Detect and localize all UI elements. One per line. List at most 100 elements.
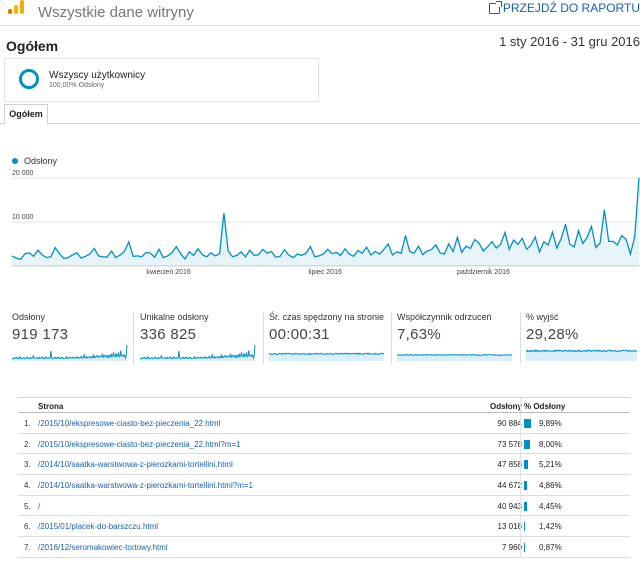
row-index: 4. — [24, 481, 31, 491]
series-dot-icon — [12, 158, 18, 164]
row-pct: 0,87% — [539, 543, 562, 553]
row-pageviews: 7 960 — [501, 543, 522, 553]
column-divider — [520, 495, 521, 516]
metric-divider — [391, 312, 392, 364]
metric-pageviews: Odsłony 919 173 — [12, 312, 130, 362]
metric-value: 336 825 — [140, 326, 197, 343]
row-pageviews: 47 858 — [497, 460, 522, 470]
sparkline-bounce-rate — [397, 353, 513, 361]
sparkline-area — [397, 354, 512, 361]
metric-value: 29,28% — [526, 326, 579, 343]
row-page-link[interactable]: /2015/01/placek-do-barszczu.html — [38, 522, 159, 532]
metric-divider — [133, 312, 134, 364]
row-page-link[interactable]: /2015/10/ekspresowe-ciasto-bez-pieczenia… — [38, 419, 221, 428]
tab-bar: Ogółem — [0, 102, 640, 125]
metric-exit-rate: % wyjść 29,28% — [526, 312, 638, 362]
row-pct: 1,42% — [539, 522, 562, 532]
section-title: Ogółem — [6, 38, 59, 54]
row-pct-bar — [524, 419, 531, 428]
date-range-picker[interactable]: 1 sty 2016 - 31 gru 2016 — [499, 34, 640, 49]
row-page-link[interactable]: /2014/10/saatka-warstwowa-z-pierozkami-t… — [38, 460, 233, 470]
analytics-logo-icon — [8, 0, 28, 14]
row-page-link[interactable]: /2016/12/seromakowiec-tortowy.html — [38, 543, 168, 553]
sparkline-line — [526, 349, 638, 353]
segment-name: Wszyscy użytkownicy — [49, 70, 146, 81]
table-row: 5. / 40 943 4,45% — [18, 495, 630, 517]
table-row: 7. /2016/12/seromakowiec-tortowy.html 7 96… — [18, 537, 630, 558]
y-tick-label: 20 000 — [12, 170, 34, 177]
row-pageviews: 40 943 — [497, 501, 522, 511]
table-row: 3. /2014/10/saatka-warstwowa-z-pierozkami… — [18, 454, 630, 476]
x-tick-label: październik 2016 — [457, 269, 510, 276]
segment-ring-icon — [19, 69, 39, 89]
chart-legend: Odsłony — [12, 156, 57, 166]
table-header: Strona Odsłony % Odsłony — [18, 397, 630, 413]
metric-label: Śr. czas spędzony na stronie — [269, 312, 385, 322]
sparkline-pageviews — [12, 344, 128, 361]
x-tick-label: kwiecień 2016 — [146, 269, 190, 276]
row-pageviews: 73 578 — [497, 439, 522, 449]
sparkline-line — [269, 352, 385, 356]
sparkline-line — [140, 344, 256, 360]
row-pct: 8,00% — [539, 439, 562, 449]
header-pct[interactable]: % Odsłony — [524, 402, 566, 411]
y-tick-label: 10 000 — [12, 214, 34, 221]
metric-value: 00:00:31 — [269, 326, 330, 343]
row-pct-bar — [524, 439, 530, 449]
sparkline-area — [526, 350, 637, 361]
row-page-link[interactable]: /2015/10/ekspresowe-ciasto-bez-pieczenia… — [38, 439, 241, 449]
row-pct: 9,89% — [539, 419, 562, 428]
metric-bounce-rate: Współczynnik odrzuceń 7,63% — [397, 312, 515, 362]
top-pages-table: Strona Odsłony % Odsłony 1. /2015/10/eksp… — [18, 397, 630, 558]
metric-divider — [263, 312, 264, 364]
x-tick-label: lipiec 2016 — [308, 269, 342, 276]
row-page-link[interactable]: /2014/10/saatka-warstwowa-z-pierozkami-t… — [38, 481, 253, 491]
table-row: 2. /2015/10/ekspresowe-ciasto-bez-pieczen… — [18, 433, 630, 455]
table-row: 1. /2015/10/ekspresowe-ciasto-bez-pieczen… — [18, 413, 630, 434]
view-title: Wszystkie dane witryny — [38, 4, 194, 21]
sparkline-unique-pageviews — [140, 344, 256, 361]
header-views[interactable]: Odsłony — [489, 402, 522, 411]
row-page-link[interactable]: / — [38, 501, 41, 511]
metric-label: Odsłony — [12, 312, 46, 322]
metric-label: Unikalne odsłony — [140, 312, 209, 322]
series-area — [12, 178, 639, 266]
row-pageviews: 90 884 — [497, 419, 522, 428]
sparkline-exit-rate — [526, 349, 638, 361]
table-body: 1. /2015/10/ekspresowe-ciasto-bez-pieczen… — [18, 413, 630, 558]
row-pct-bar — [524, 481, 528, 491]
top-bar: Wszystkie dane witryny PRZEJDŹ DO RAPORT… — [0, 0, 640, 26]
row-pct: 5,21% — [539, 460, 562, 470]
metric-unique-pageviews: Unikalne odsłony 336 825 — [140, 312, 260, 362]
column-divider — [520, 433, 521, 454]
row-pageviews: 13 018 — [497, 522, 522, 532]
tab-overview[interactable]: Ogółem — [4, 104, 48, 125]
column-divider — [520, 537, 521, 557]
row-index: 3. — [24, 460, 31, 470]
segment-card[interactable]: Wszyscy użytkownicy 100,00% Odsłony — [4, 58, 319, 102]
metric-divider — [520, 312, 521, 364]
metric-avg-time: Śr. czas spędzony na stronie 00:00:31 — [269, 312, 387, 362]
segment-subtitle: 100,00% Odsłony — [49, 82, 105, 89]
row-pct: 4,45% — [539, 501, 562, 511]
header-page[interactable]: Strona — [38, 402, 64, 411]
column-divider — [520, 398, 521, 412]
table-row: 6. /2015/01/placek-do-barszczu.html 13 018… — [18, 516, 630, 538]
column-divider — [520, 516, 521, 537]
sparkline-avg-time — [269, 352, 385, 361]
metric-label: % wyjść — [526, 312, 559, 322]
row-pct: 4,86% — [539, 481, 562, 491]
sparkline-line — [12, 344, 128, 360]
row-index: 6. — [24, 522, 31, 532]
row-index: 2. — [24, 439, 31, 449]
pageviews-line-chart: 20 000 10 000 kwiecień 2016 lipiec 2016 paźd… — [11, 170, 640, 276]
metric-value: 919 173 — [12, 326, 69, 343]
legend-label: Odsłony — [24, 156, 58, 166]
goto-report-link[interactable]: PRZEJDŹ DO RAPORTU — [488, 0, 640, 15]
row-pct-bar — [524, 543, 525, 553]
row-pageviews: 44 672 — [497, 481, 522, 491]
column-divider — [520, 413, 521, 433]
metric-label: Współczynnik odrzuceń — [397, 312, 492, 322]
goto-report-label: PRZEJDŹ DO RAPORTU — [502, 1, 640, 15]
sparkline-line — [397, 353, 513, 356]
